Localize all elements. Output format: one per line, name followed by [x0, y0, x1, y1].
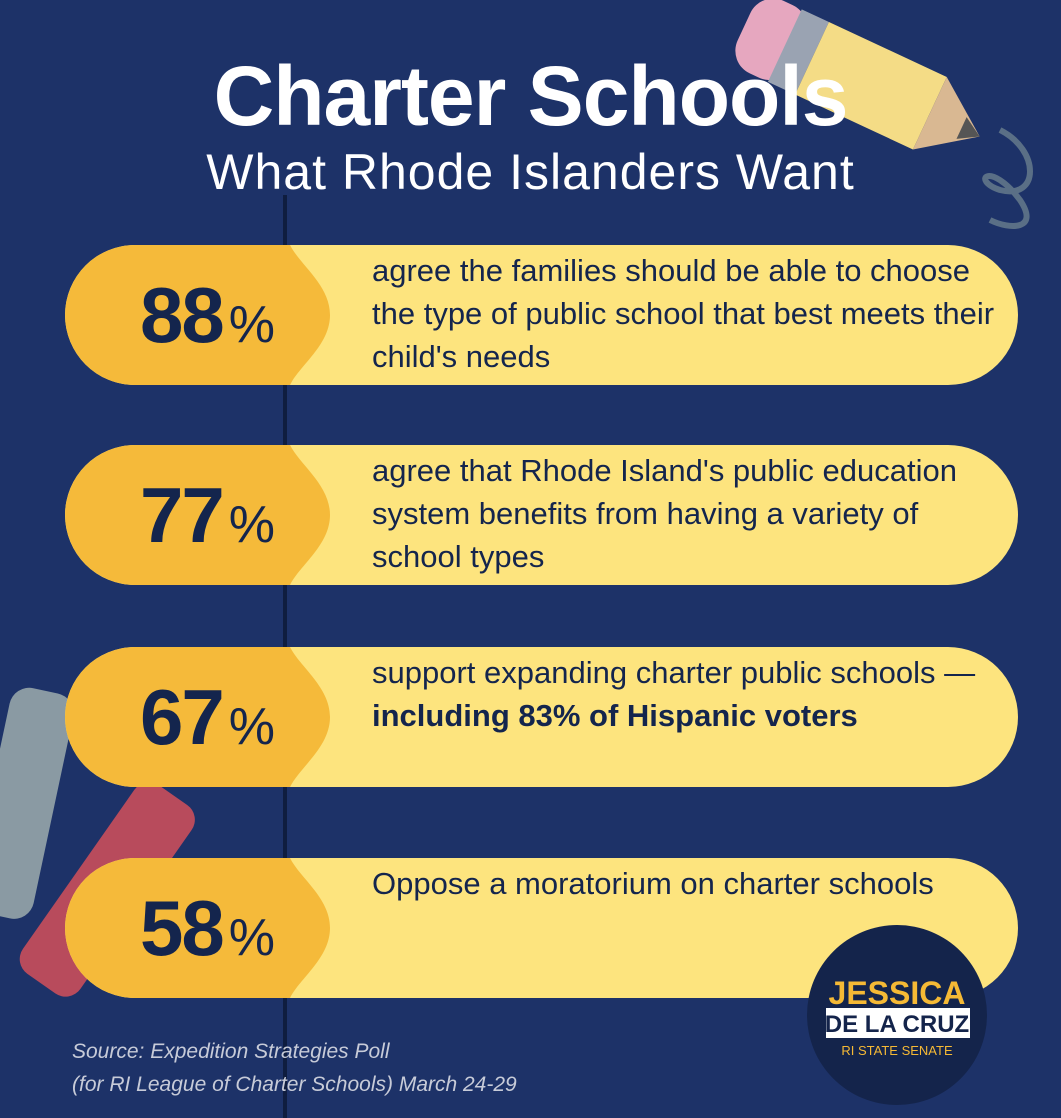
stat-value: 77%	[140, 470, 310, 561]
stat-value: 88%	[140, 270, 310, 361]
stat-text-body: Oppose a moratorium on charter schools	[372, 866, 934, 901]
logo-band	[826, 1008, 970, 1038]
pencil-string	[982, 127, 1033, 229]
pill-left	[65, 647, 330, 787]
crayon-grey	[0, 687, 74, 919]
stat-unit: %	[228, 909, 275, 967]
pencil	[735, 0, 980, 150]
stat-text-body: support expanding charter public schools…	[372, 655, 976, 690]
stat-number: 58	[140, 884, 225, 972]
stat-text-bold: including 83% of Hispanic voters	[372, 698, 858, 733]
stat-unit: %	[228, 296, 275, 354]
stat-text: agree the families should be able to cho…	[372, 249, 1002, 378]
subtitle: What Rhode Islanders Want	[206, 144, 855, 200]
stat-value: 58%	[140, 883, 310, 974]
stat-number: 77	[140, 471, 225, 559]
stat-value: 67%	[140, 672, 310, 763]
pill-left	[65, 245, 330, 385]
source: Source: Expedition Strategies Poll	[72, 1040, 390, 1063]
stat-text-body: agree that Rhode Island's public educati…	[372, 453, 957, 574]
logo-office: RI STATE SENATE	[841, 1043, 953, 1058]
logo-surname: DE LA CRUZ	[824, 1011, 970, 1038]
stat-number: 67	[140, 673, 225, 761]
stat-text-body: agree the families should be able to cho…	[372, 253, 995, 374]
pill-left	[65, 445, 330, 585]
stat-text: agree that Rhode Island's public educati…	[372, 449, 1002, 578]
pill-left	[65, 858, 330, 998]
stat-text: Oppose a moratorium on charter schools	[372, 862, 1002, 905]
logo-name: JESSICA	[828, 975, 966, 1011]
stat-text: support expanding charter public schools…	[372, 651, 1002, 737]
stat-unit: %	[228, 496, 275, 554]
title: Charter Schools	[213, 49, 849, 143]
source: (for RI League of Charter Schools) March…	[72, 1073, 517, 1096]
stat-unit: %	[228, 698, 275, 756]
stat-number: 88	[140, 271, 225, 359]
